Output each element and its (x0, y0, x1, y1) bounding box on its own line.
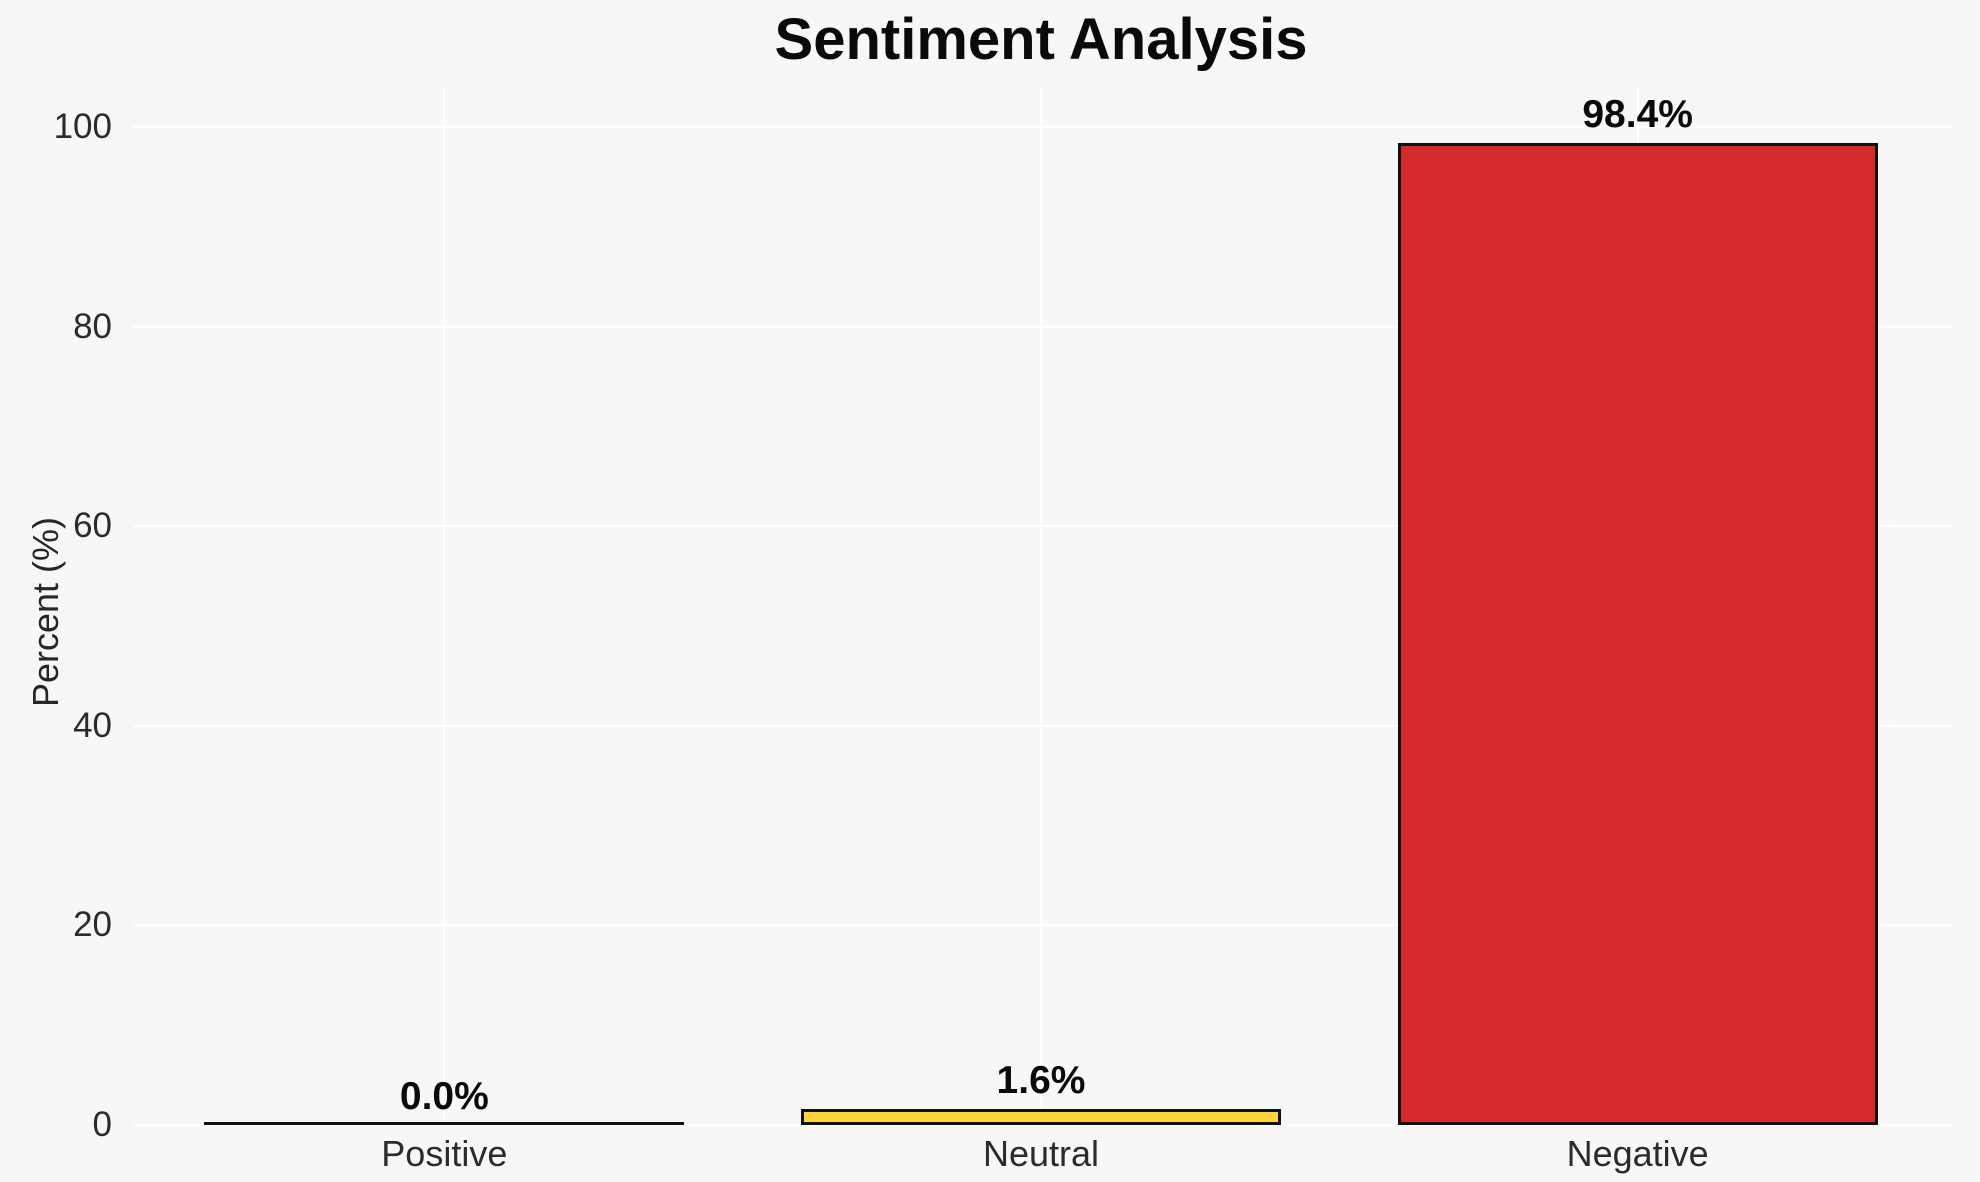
bar-value-label: 0.0% (399, 1075, 489, 1118)
y-tick-label: 20 (73, 905, 112, 945)
x-category-label: Neutral (982, 1133, 1100, 1174)
y-tick-label: 100 (53, 107, 112, 146)
x-category-label: Positive (381, 1133, 508, 1174)
y-tick-label: 80 (73, 306, 112, 346)
bar-positive (204, 1122, 685, 1125)
chart-title: Sentiment Analysis (774, 7, 1308, 72)
gridline-h (133, 525, 1952, 528)
gridline-v (1040, 87, 1042, 1125)
bar-negative (1397, 142, 1878, 1125)
gridline-h (133, 325, 1952, 328)
y-tick-label: 0 (92, 1105, 112, 1144)
gridline-v (443, 87, 446, 1125)
y-tick-label: 40 (73, 705, 112, 745)
gridline-h (133, 1124, 1952, 1126)
gridline-h (133, 924, 1952, 927)
x-category-label: Negative (1566, 1133, 1709, 1174)
gridline-h (133, 724, 1952, 727)
bar-value-label: 98.4% (1582, 92, 1693, 136)
y-tick-label: 60 (73, 506, 112, 546)
gridline-h (133, 126, 1952, 128)
bar-value-label: 1.6% (996, 1059, 1086, 1103)
bar-neutral (801, 1109, 1281, 1125)
